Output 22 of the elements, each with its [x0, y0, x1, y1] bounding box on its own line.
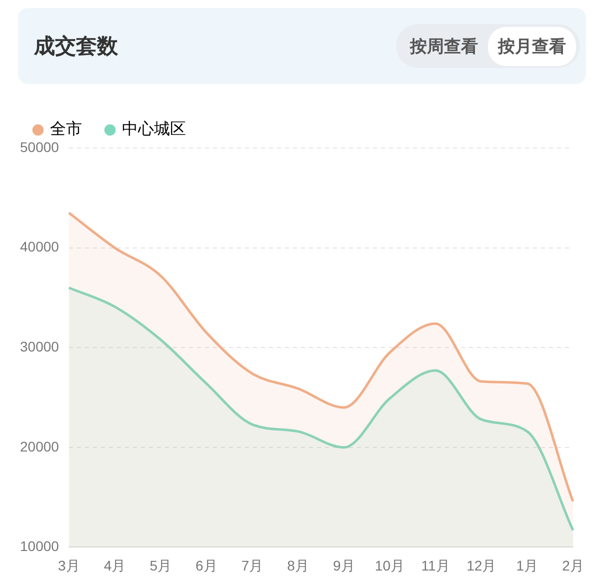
chart-title: 成交套数 — [34, 33, 118, 60]
x-tick-label: 11月 — [421, 557, 450, 574]
legend-label: 全市 — [50, 119, 82, 138]
x-tick-label: 7月 — [241, 557, 264, 574]
x-tick-label: 4月 — [104, 557, 126, 574]
y-tick-label: 40000 — [20, 238, 60, 255]
text: 按周查看 — [408, 36, 479, 58]
text: 按月查看 — [488, 26, 576, 66]
x-tick-label: 12月 — [466, 557, 496, 574]
y-tick-label: 30000 — [20, 338, 60, 354]
legend-label: 中心城区 — [122, 119, 186, 138]
y-tick-label: 20000 — [20, 438, 60, 454]
x-tick-label: 3月 — [58, 557, 80, 574]
x-tick-label: 6月 — [196, 557, 218, 574]
x-tick-label: 2月 — [562, 557, 584, 574]
y-tick-label: 10000 — [20, 538, 60, 554]
y-tick-label: 50000 — [20, 138, 60, 155]
x-tick-label: 5月 — [150, 557, 172, 574]
x-tick-label: 8月 — [287, 557, 309, 574]
x-tick-label: 9月 — [332, 557, 355, 574]
x-tick-label: 10月 — [374, 557, 404, 574]
x-tick-label: 1月 — [516, 557, 538, 574]
